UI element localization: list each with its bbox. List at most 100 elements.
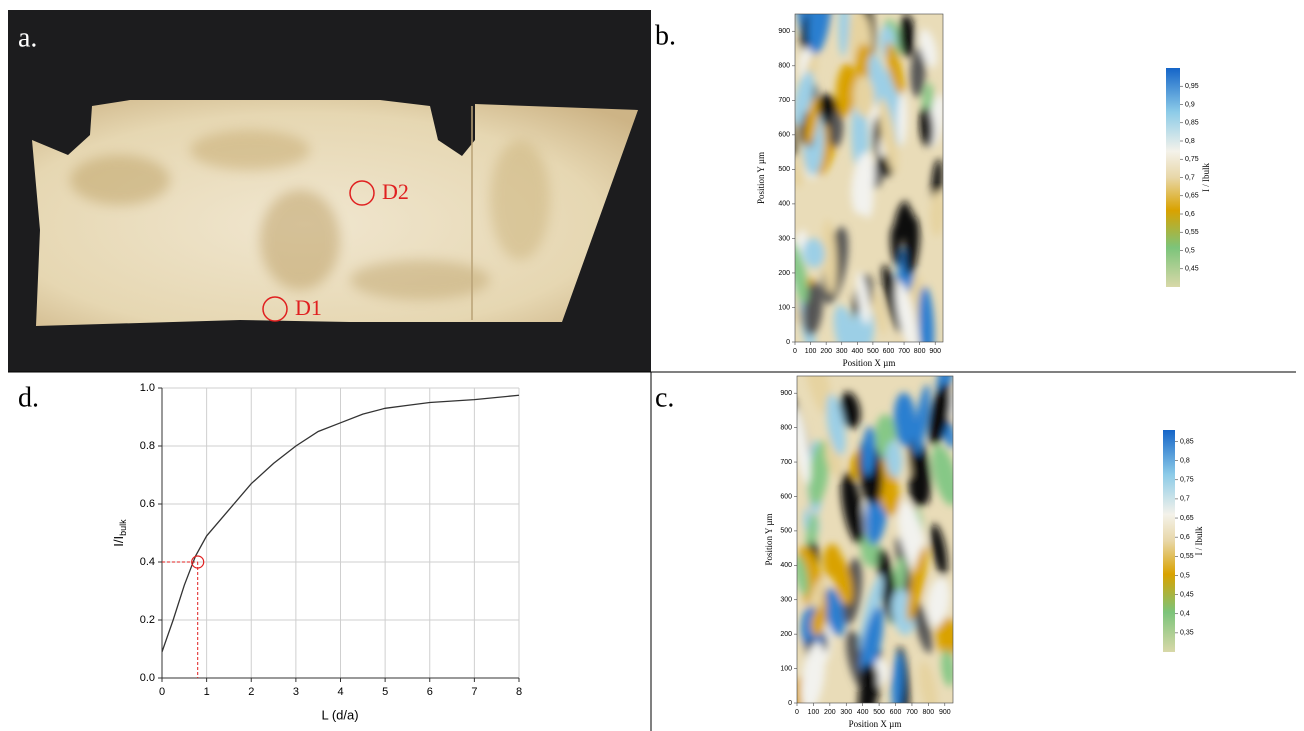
heatmap-blob bbox=[859, 663, 879, 696]
heatmap-blob bbox=[859, 606, 884, 682]
heatmap-blob bbox=[897, 92, 908, 146]
y-tick-label: 1.0 bbox=[140, 382, 155, 394]
x-tick-label: 2 bbox=[248, 686, 254, 698]
colorbar-tick-label: 0,4 bbox=[1180, 611, 1190, 618]
panel-label: a. bbox=[18, 22, 37, 53]
heatmap-blob bbox=[826, 393, 846, 456]
heatmap-blob bbox=[853, 75, 875, 118]
heatmap-blob bbox=[831, 552, 853, 605]
colorbar-tick-label: 0,95 bbox=[1185, 83, 1199, 90]
heatmap-blob bbox=[828, 111, 844, 148]
x-axis-label: Position X µm bbox=[843, 358, 896, 368]
heatmap-blob bbox=[878, 97, 899, 174]
heatmap-blob bbox=[797, 407, 811, 484]
y-tick-label: 100 bbox=[778, 304, 790, 311]
colorbar-tick-label: 0,85 bbox=[1185, 120, 1199, 127]
y-axis-label: I/Ibulk bbox=[111, 519, 128, 547]
y-axis-label-sub: bulk bbox=[118, 519, 128, 536]
heatmap-blob bbox=[797, 554, 809, 596]
y-tick-label: 300 bbox=[778, 235, 790, 242]
spot-circle bbox=[262, 296, 288, 322]
heatmap-blob bbox=[928, 383, 952, 446]
stains bbox=[70, 130, 550, 300]
y-tick-label: 900 bbox=[778, 28, 790, 35]
y-tick-label: 600 bbox=[778, 132, 790, 139]
heatmap-blob bbox=[856, 271, 871, 325]
y-tick-label: 0.0 bbox=[140, 672, 155, 684]
heatmap-blob bbox=[903, 208, 917, 275]
y-axis-label: Position Y µm bbox=[764, 513, 774, 565]
y-axis-label: Position Y µm bbox=[756, 152, 766, 204]
heatmap-blob bbox=[918, 661, 938, 703]
heatmap-blob bbox=[893, 392, 916, 447]
panel-label: d. bbox=[18, 382, 39, 413]
colorbar-tick-label: 0,85 bbox=[1180, 438, 1194, 445]
colorbar-label: I / Ibulk bbox=[1201, 163, 1211, 192]
y-tick-label: 0.2 bbox=[140, 614, 155, 626]
plot-frame bbox=[794, 13, 944, 343]
heatmap-blob bbox=[919, 106, 934, 148]
y-tick-label: 700 bbox=[780, 459, 792, 466]
heatmap-blob bbox=[800, 642, 826, 703]
heatmap-blob bbox=[941, 649, 953, 687]
y-tick-label: 800 bbox=[778, 63, 790, 70]
heatmap-blob bbox=[795, 71, 814, 126]
y-tick-label: 0 bbox=[786, 339, 790, 346]
y-tick-label: 500 bbox=[778, 166, 790, 173]
colorbar-tick-label: 0,8 bbox=[1185, 138, 1195, 145]
y-tick-label: 0.4 bbox=[140, 556, 155, 568]
heatmap-blob bbox=[890, 225, 902, 267]
marker bbox=[191, 555, 205, 569]
heatmap-blob bbox=[804, 97, 819, 147]
heatmap-blob bbox=[899, 14, 915, 58]
x-tick-label: 0 bbox=[795, 709, 799, 716]
heatmap-blob bbox=[910, 47, 926, 98]
x-tick-label: 300 bbox=[836, 348, 848, 355]
colorbar-tick-label: 0,75 bbox=[1185, 156, 1199, 163]
heatmap-blob bbox=[810, 607, 827, 637]
heatmap-blob bbox=[807, 14, 832, 55]
x-axis-label: Position X µm bbox=[849, 719, 902, 729]
colorbar-tick-label: 0,6 bbox=[1180, 534, 1190, 541]
heatmap-blob bbox=[906, 545, 928, 622]
colorbar bbox=[1166, 68, 1180, 287]
heatmap-blob bbox=[808, 440, 830, 506]
heatmap-blob bbox=[885, 42, 905, 97]
x-tick-label: 7 bbox=[471, 686, 477, 698]
y-tick-label: 600 bbox=[780, 493, 792, 500]
heatmap-blob bbox=[885, 440, 903, 478]
colorbar-tick-label: 0,65 bbox=[1180, 515, 1194, 522]
y-tick-label: 200 bbox=[780, 631, 792, 638]
x-tick-label: 0 bbox=[159, 686, 165, 698]
x-tick-label: 200 bbox=[824, 709, 836, 716]
colorbar-tick-label: 0,9 bbox=[1185, 101, 1195, 108]
colorbar-tick-label: 0,45 bbox=[1180, 591, 1194, 598]
y-tick-label: 400 bbox=[780, 562, 792, 569]
panel-label: b. bbox=[655, 20, 676, 51]
x-tick-label: 800 bbox=[914, 348, 926, 355]
curve bbox=[161, 394, 520, 653]
heatmap-blob bbox=[841, 471, 865, 545]
colorbar bbox=[1163, 430, 1175, 652]
heatmap-blob bbox=[891, 652, 904, 703]
spot-label: D1 bbox=[295, 295, 322, 320]
colorbar-tick-label: 0,6 bbox=[1185, 211, 1195, 218]
heatmap-blob bbox=[833, 305, 859, 342]
colorbar-tick-label: 0,75 bbox=[1180, 477, 1194, 484]
heatmap-blob bbox=[802, 238, 825, 268]
heatmap-blob bbox=[936, 617, 953, 658]
heatmap-blob bbox=[838, 14, 850, 57]
heatmap-blob bbox=[868, 54, 891, 116]
heatmap-blob bbox=[855, 43, 872, 88]
heatmap-blob bbox=[913, 600, 933, 654]
spot-label: D2 bbox=[382, 179, 409, 204]
heatmap-blob bbox=[861, 426, 876, 477]
heatmap-blob bbox=[851, 152, 875, 215]
y-tick-label: 0 bbox=[788, 700, 792, 707]
y-tick-label: 900 bbox=[780, 390, 792, 397]
heatmap-blob bbox=[872, 292, 887, 336]
x-axis-label: L (d/a) bbox=[321, 707, 358, 722]
heatmap-blob bbox=[823, 588, 845, 637]
heatmap bbox=[797, 376, 953, 703]
x-tick-label: 200 bbox=[820, 348, 832, 355]
